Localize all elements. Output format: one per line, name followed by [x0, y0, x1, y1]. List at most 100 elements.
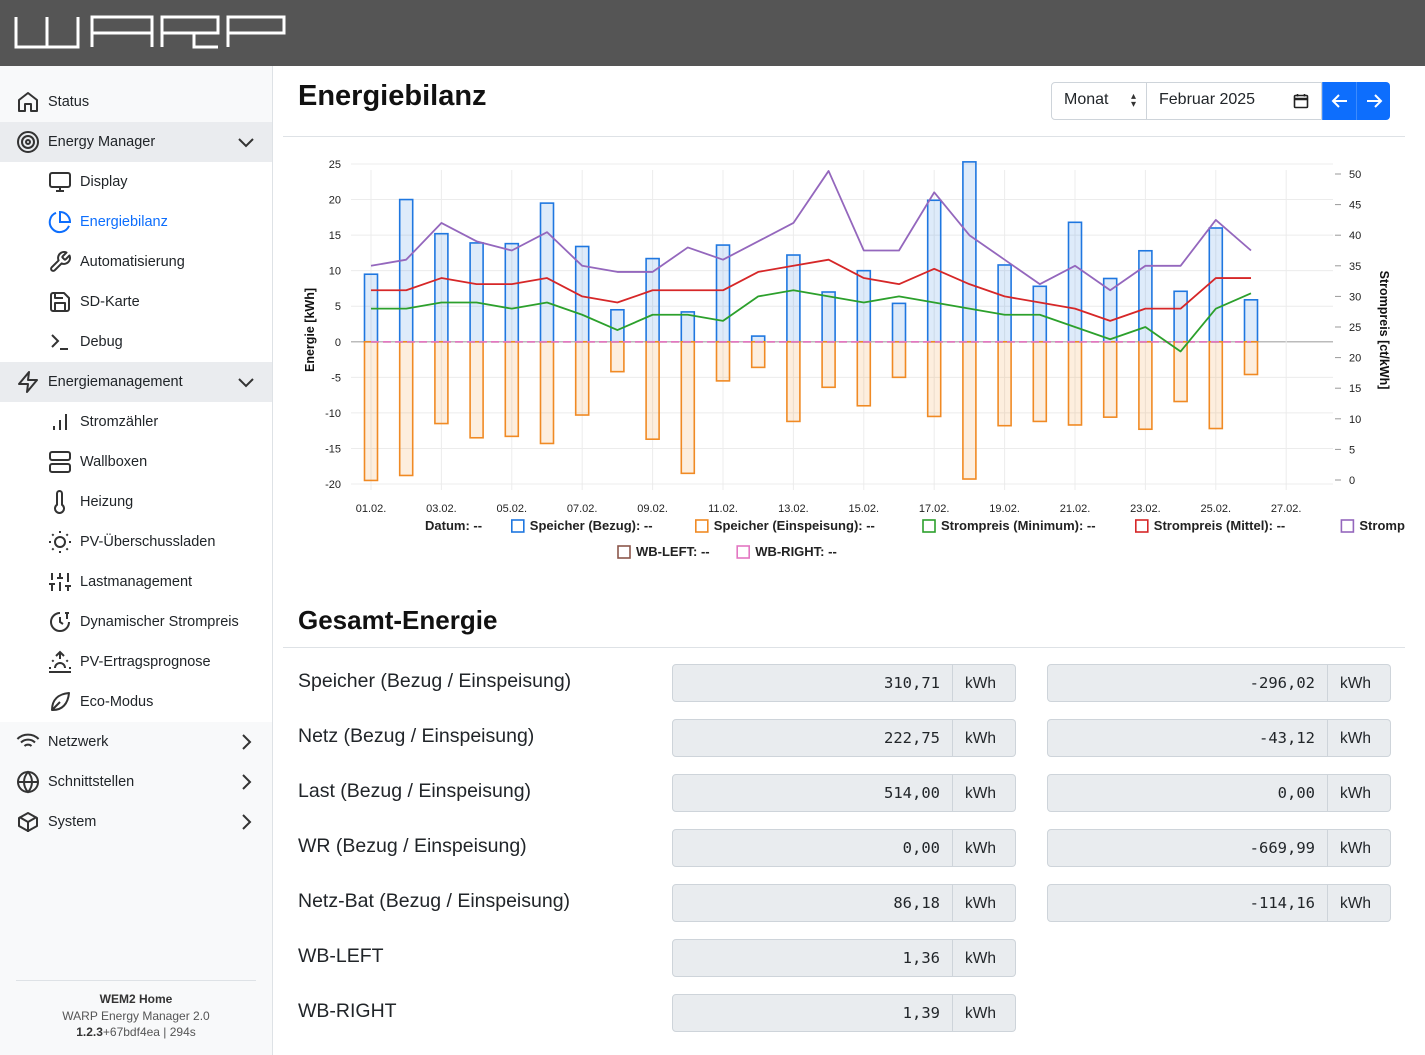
bar-speicher-einspeisung	[574, 340, 590, 416]
globe-icon	[16, 770, 40, 794]
y-tick-label: -15	[325, 443, 341, 455]
version-number: 1.2.3	[76, 1025, 103, 1039]
bar-speicher-bezug	[1208, 227, 1224, 343]
x-tick-label: 27.02.	[1271, 503, 1302, 515]
total-value: -669,99	[1047, 829, 1328, 867]
sliders-icon	[48, 570, 72, 594]
sidebar-item-schnittstellen[interactable]: Schnittstellen	[0, 762, 272, 802]
sidebar-item-energiebilanz[interactable]: Energiebilanz	[0, 202, 272, 242]
bar-speicher-einspeisung	[1032, 340, 1048, 423]
x-tick-label: 13.02.	[778, 503, 809, 515]
energy-chart[interactable]: -20 -15 -10 -5 0 5 10 15 20 25 0 5 10 15 20 25 30 35 40 45 5…	[283, 150, 1425, 580]
total-label-last-bezug-einspeisung: Last (Bezug / Einspeisung)	[298, 780, 532, 802]
sidebar-item-sd-karte[interactable]: SD-Karte	[0, 282, 272, 322]
sidebar-item-label: Dynamischer Strompreis	[80, 614, 239, 630]
legend-label: Strompreis (Maximum): --	[1359, 518, 1405, 533]
y2-tick-label: 5	[1349, 444, 1355, 456]
next-period-button[interactable]	[1356, 82, 1390, 120]
wifi-icon	[16, 730, 40, 754]
sidebar-item-label: Energiemanagement	[48, 374, 183, 390]
total-unit: kWh	[1328, 774, 1391, 812]
title-divider	[283, 136, 1405, 137]
bar-speicher-bezug	[610, 308, 625, 343]
legend-label: Speicher (Einspeisung): --	[714, 518, 875, 533]
y2-tick-label: 25	[1349, 322, 1361, 334]
total-import-wb-left: 1,36 kWh	[672, 939, 1016, 977]
legend-item: Strompreis (Minimum): --	[922, 518, 1096, 533]
sidebar-item-energy-manager[interactable]: Energy Manager	[0, 122, 272, 162]
total-import-speicher-bezug-einspeisung: 310,71 kWh	[672, 664, 1016, 702]
legend-item: WB-LEFT: --	[617, 544, 710, 559]
sidebar-item-label: SD-Karte	[80, 294, 140, 310]
x-tick-label: 11.02.	[708, 503, 738, 515]
y-tick-label: -5	[331, 372, 341, 384]
y-tick-label: 25	[329, 159, 341, 171]
bar-speicher-bezug	[504, 242, 520, 343]
legend-item: Speicher (Bezug): --	[511, 518, 653, 533]
total-unit: kWh	[953, 774, 1016, 812]
sidebar-item-label: Wallboxen	[80, 454, 148, 470]
chevron-down-icon	[238, 138, 254, 148]
legend-swatch	[736, 545, 751, 559]
sidebar-item-label: Debug	[80, 334, 123, 350]
bar-speicher-bezug	[821, 291, 836, 343]
sidebar-item-eco-modus[interactable]: Eco-Modus	[0, 682, 272, 722]
sidebar-item-pv-ueberschussladen[interactable]: PV-Überschussladen	[0, 522, 272, 562]
section-title-gesamt-energie: Gesamt-Energie	[298, 605, 498, 635]
x-tick-label: 03.02.	[426, 503, 457, 515]
y2-tick-label: 30	[1349, 291, 1361, 303]
bar-speicher-bezug	[962, 161, 977, 343]
sidebar-item-label: Status	[48, 94, 90, 110]
total-export-wr-bezug-einspeisung: -669,99 kWh	[1047, 829, 1391, 867]
legend-swatch	[511, 519, 525, 533]
total-export-speicher-bezug-einspeisung: -296,02 kWh	[1047, 664, 1391, 702]
bar-speicher-einspeisung	[1243, 340, 1259, 376]
chevron-right-icon	[242, 774, 252, 790]
legend-label: Datum: --	[425, 518, 482, 533]
sidebar-item-energiemanagement[interactable]: Energiemanagement	[0, 362, 272, 402]
sidebar-item-display[interactable]: Display	[0, 162, 272, 202]
total-value: 1,39	[672, 994, 953, 1032]
sidebar-item-wallboxen[interactable]: Wallboxen	[0, 442, 272, 482]
bar-speicher-einspeisung	[504, 340, 520, 438]
warp-logo[interactable]	[14, 13, 286, 51]
bar-speicher-einspeisung	[1208, 340, 1224, 430]
sidebar-item-pv-ertragsprognose[interactable]: PV-Ertragsprognose	[0, 642, 272, 682]
bar-speicher-einspeisung	[962, 340, 977, 480]
total-import-netz-bezug-einspeisung: 222,75 kWh	[672, 719, 1016, 757]
sidebar-item-netzwerk[interactable]: Netzwerk	[0, 722, 272, 762]
device-name: WEM2 Home	[99, 992, 173, 1006]
total-value: 0,00	[672, 829, 953, 867]
bar-speicher-einspeisung	[363, 340, 379, 482]
energy-chart-svg[interactable]: -20 -15 -10 -5 0 5 10 15 20 25 0 5 10 15 20 25 30 35 40 45 5…	[283, 150, 1425, 580]
sidebar-item-label: Heizung	[80, 494, 134, 510]
energy-manager-icon	[16, 130, 40, 154]
sidebar-item-debug[interactable]: Debug	[0, 322, 272, 362]
sidebar-item-label: Energiebilanz	[80, 214, 168, 230]
legend-swatch	[694, 519, 709, 533]
legend-label: Speicher (Bezug): --	[530, 518, 653, 533]
sidebar-item-dynamischer-strompreis[interactable]: Dynamischer Strompreis	[0, 602, 272, 642]
bar-speicher-einspeisung	[1102, 340, 1118, 418]
sidebar-item-heizung[interactable]: Heizung	[0, 482, 272, 522]
legend-item: WB-RIGHT: --	[736, 544, 837, 559]
y-axis-title: Energie [kWh]	[303, 288, 317, 372]
arrow-right-icon	[1366, 94, 1382, 108]
month-input[interactable]: Februar 2025	[1147, 82, 1322, 120]
sidebar-item-system[interactable]: System	[0, 802, 272, 842]
sidebar-item-stromzaehler[interactable]: Stromzähler	[0, 402, 272, 442]
sidebar-footer: WEM2 Home WARP Energy Manager 2.0 1.2.3+…	[16, 980, 256, 1041]
previous-period-button[interactable]	[1322, 82, 1356, 120]
x-tick-label: 25.02.	[1201, 503, 1232, 515]
total-unit: kWh	[953, 939, 1016, 977]
total-value: 1,36	[672, 939, 953, 977]
bar-speicher-bezug	[469, 242, 484, 343]
x-tick-label: 17.02.	[919, 503, 950, 515]
legend-item: Strompreis (Maximum): --	[1340, 518, 1425, 533]
sidebar-item-lastmanagement[interactable]: Lastmanagement	[0, 562, 272, 602]
sidebar-item-automatisierung[interactable]: Automatisierung	[0, 242, 272, 282]
period-select[interactable]: Monat ▴ ▾	[1051, 82, 1147, 120]
sidebar-item-status[interactable]: Status	[0, 82, 272, 122]
calendar-icon[interactable]	[1293, 93, 1309, 109]
sidebar-item-label: Display	[80, 174, 128, 190]
